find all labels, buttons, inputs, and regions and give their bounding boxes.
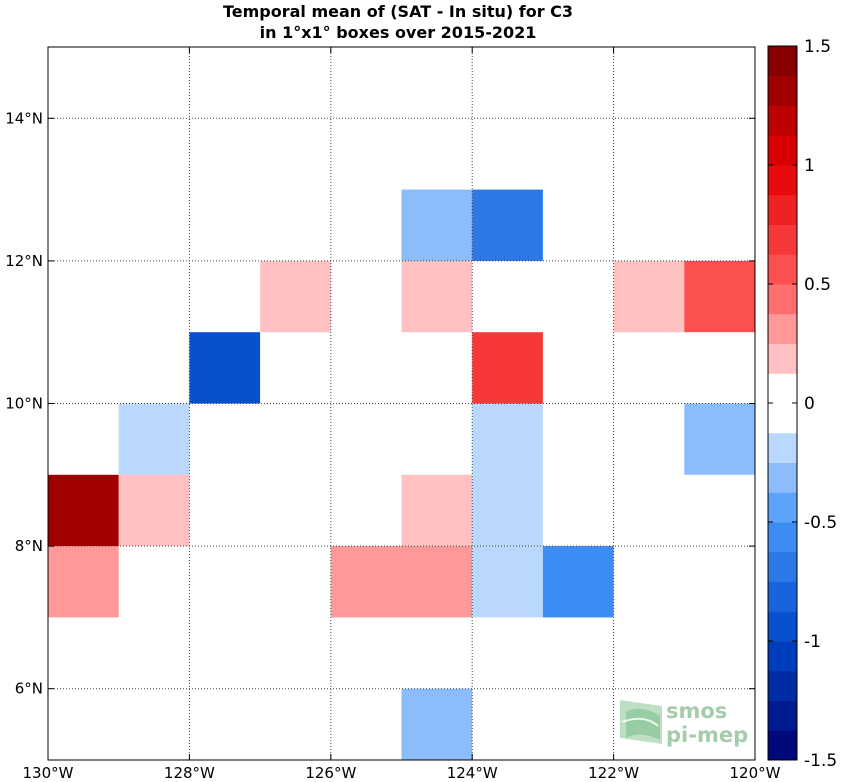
heatmap-cell <box>542 546 614 618</box>
colorbar-band <box>768 730 797 761</box>
colorbar-tick-label: 0 <box>804 394 815 414</box>
colorbar-band <box>768 432 797 463</box>
heatmap-cell <box>472 474 543 547</box>
logo-text-line-2: pi-mep <box>666 723 748 747</box>
colorbar-tick-label: 0.5 <box>804 275 831 295</box>
chart-title-line-1: Temporal mean of (SAT - In situ) for C3 <box>223 2 573 21</box>
colorbar-band <box>768 75 797 106</box>
chart-title: Temporal mean of (SAT - In situ) for C3 … <box>223 2 573 42</box>
heatmap-cell <box>401 546 473 618</box>
colorbar-tick-label: -0.5 <box>804 513 837 533</box>
heatmap-cell <box>472 332 543 404</box>
heatmap-cell <box>118 403 190 475</box>
colorbar-tick-label: -1.5 <box>804 751 837 771</box>
logo-text-line-1: smos <box>666 699 727 723</box>
colorbar-band <box>768 105 797 136</box>
heatmap-cell <box>472 403 543 475</box>
colorbar-band <box>768 343 797 374</box>
y-tick-label: 6°N <box>15 680 43 698</box>
x-tick-label: 124°W <box>447 764 498 782</box>
x-tick-label: 126°W <box>305 764 356 782</box>
heatmap-cells <box>48 189 755 760</box>
colorbar-band <box>768 611 797 642</box>
x-tick-label: 122°W <box>588 764 639 782</box>
x-tick-label: 130°W <box>23 764 74 782</box>
heatmap-cell <box>613 260 685 333</box>
axis-ticks: 130°W 128°W 126°W 124°W 122°W 120°W 6°N 8°N 10°N… <box>5 47 781 782</box>
colorbar-band <box>768 641 797 672</box>
colorbar-band <box>768 551 797 582</box>
y-tick-label: 12°N <box>5 252 43 270</box>
colorbar-band <box>768 670 797 701</box>
colorbar-band <box>768 165 797 196</box>
smos-pi-mep-logo: smos pi-mep <box>620 699 748 747</box>
heatmap-cell <box>472 546 543 618</box>
colorbar-band <box>768 373 797 404</box>
heatmap-cell <box>401 474 473 547</box>
colorbar-band <box>768 46 797 77</box>
y-tick-label: 10°N <box>5 395 43 413</box>
grid-lines <box>48 47 755 760</box>
colorbar-band <box>768 700 797 731</box>
heatmap-cell <box>118 474 190 547</box>
chart-title-line-2: in 1°x1° boxes over 2015-2021 <box>260 23 537 42</box>
colorbar-band <box>768 313 797 344</box>
colorbar-tick-label: -1 <box>804 632 821 652</box>
x-tick-label: 120°W <box>730 764 781 782</box>
colorbar-tick-label: 1 <box>804 156 815 176</box>
y-tick-label: 14°N <box>5 109 43 127</box>
heatmap-cell <box>189 332 261 404</box>
heatmap-cell <box>472 189 543 261</box>
y-tick-label: 8°N <box>15 537 43 555</box>
colorbar-band <box>768 581 797 612</box>
plot-area: 130°W 128°W 126°W 124°W 122°W 120°W 6°N 8°N 10°N… <box>5 46 781 782</box>
heatmap-cell <box>684 260 755 333</box>
heatmap-cell <box>48 474 119 547</box>
colorbar-band <box>768 135 797 166</box>
heatmap-cell <box>48 546 119 618</box>
colorbar-ticks: 1.5 1 0.5 0 -0.5 -1 -1.5 <box>768 37 837 771</box>
heatmap-cell <box>401 688 473 760</box>
logo-mark-icon <box>620 700 662 744</box>
x-tick-label: 128°W <box>164 764 215 782</box>
colorbar-band <box>768 462 797 493</box>
heatmap-cell <box>260 260 331 333</box>
colorbar-band <box>768 403 797 434</box>
colorbar-band <box>768 492 797 523</box>
heatmap-cell <box>330 546 402 618</box>
colorbar-band <box>768 522 797 553</box>
colorbar-tick-label: 1.5 <box>804 37 831 57</box>
heatmap-cell <box>401 260 473 333</box>
colorbar-band <box>768 284 797 315</box>
heatmap-cell <box>684 403 755 475</box>
colorbar-band <box>768 224 797 255</box>
colorbar-band <box>768 194 797 225</box>
colorbar-bands <box>768 46 797 761</box>
colorbar-band <box>768 254 797 285</box>
colorbar: 1.5 1 0.5 0 -0.5 -1 -1.5 <box>767 37 837 771</box>
heatmap-cell <box>401 189 473 261</box>
